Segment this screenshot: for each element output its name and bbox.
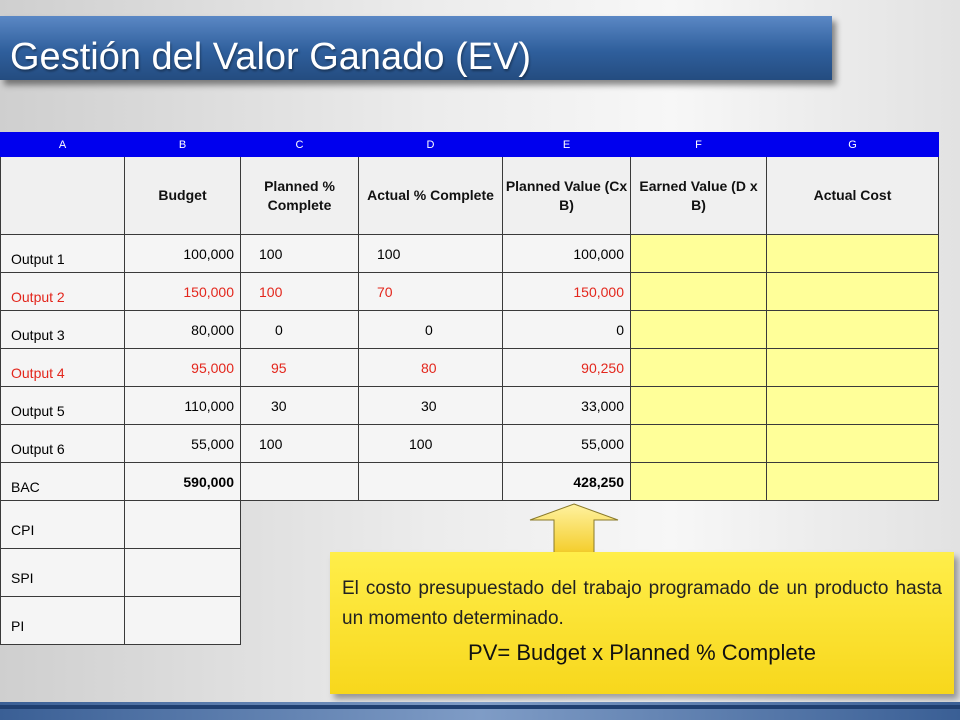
planned-value-cell: 150,000	[502, 272, 631, 311]
pi-value-cell	[124, 596, 241, 645]
pv-explanation-callout: El costo presupuestado del trabajo progr…	[330, 552, 954, 694]
row-label: BAC	[0, 462, 125, 501]
table-row: Output 5 110,000 30 30 33,000	[0, 386, 939, 425]
actual-cost-cell	[766, 348, 939, 387]
row-label: CPI	[0, 500, 125, 549]
column-letter: C	[240, 132, 359, 157]
actual-pct-cell: 30	[358, 386, 503, 425]
row-label: Output 4	[0, 348, 125, 387]
column-header-actual-pct: Actual % Complete	[358, 156, 503, 235]
planned-pct-cell: 100	[240, 234, 359, 273]
earned-value-cell	[630, 234, 767, 273]
bac-actual-cost-cell	[766, 462, 939, 501]
column-letter: B	[124, 132, 241, 157]
earned-value-cell	[630, 424, 767, 463]
budget-cell: 100,000	[124, 234, 241, 273]
actual-cost-cell	[766, 386, 939, 425]
earned-value-cell	[630, 310, 767, 349]
actual-cost-cell	[766, 234, 939, 273]
bac-actual-pct-cell	[358, 462, 503, 501]
column-header-row: Budget Planned % Complete Actual % Compl…	[0, 156, 939, 235]
column-header-actual-cost: Actual Cost	[766, 156, 939, 235]
earned-value-cell	[630, 386, 767, 425]
budget-cell: 150,000	[124, 272, 241, 311]
column-header-budget: Budget	[124, 156, 241, 235]
column-letter: F	[630, 132, 767, 157]
bac-planned-pct-cell	[240, 462, 359, 501]
table-row: Output 4 95,000 95 80 90,250	[0, 348, 939, 387]
callout-text: El costo presupuestado del trabajo progr…	[342, 578, 942, 629]
column-header-earned-value: Earned Value (D x B)	[630, 156, 767, 235]
bac-row: BAC 590,000 428,250	[0, 462, 939, 501]
metric-row: PI	[0, 596, 939, 645]
actual-cost-cell	[766, 424, 939, 463]
bottom-strip	[0, 702, 960, 720]
row-label: Output 2	[0, 272, 125, 311]
budget-cell: 110,000	[124, 386, 241, 425]
column-header-planned-value: Planned Value (Cx B)	[502, 156, 631, 235]
actual-pct-cell: 80	[358, 348, 503, 387]
budget-cell: 55,000	[124, 424, 241, 463]
metric-row: CPI	[0, 500, 939, 549]
planned-pct-cell: 0	[240, 310, 359, 349]
row-label: Output 3	[0, 310, 125, 349]
up-arrow-icon	[529, 503, 619, 560]
actual-cost-cell	[766, 310, 939, 349]
column-letter-row: A B C D E F G	[0, 132, 939, 157]
actual-pct-cell: 100	[358, 424, 503, 463]
planned-pct-cell: 95	[240, 348, 359, 387]
budget-cell: 95,000	[124, 348, 241, 387]
planned-value-cell: 100,000	[502, 234, 631, 273]
planned-pct-cell: 100	[240, 424, 359, 463]
row-label: Output 6	[0, 424, 125, 463]
bac-budget-cell: 590,000	[124, 462, 241, 501]
table-row: Output 6 55,000 100 100 55,000	[0, 424, 939, 463]
metric-row: SPI	[0, 548, 939, 597]
title-bar: Gestión del Valor Ganado (EV)	[0, 16, 832, 80]
spi-value-cell	[124, 548, 241, 597]
table-row: Output 3 80,000 0 0 0	[0, 310, 939, 349]
actual-pct-cell: 70	[358, 272, 503, 311]
cpi-value-cell	[124, 500, 241, 549]
earned-value-cell	[630, 348, 767, 387]
earned-value-cell	[630, 272, 767, 311]
bac-earned-value-cell	[630, 462, 767, 501]
actual-cost-cell	[766, 272, 939, 311]
column-letter: E	[502, 132, 631, 157]
column-letter: A	[0, 132, 125, 157]
actual-pct-cell: 0	[358, 310, 503, 349]
actual-pct-cell: 100	[358, 234, 503, 273]
table-row: Output 1 100,000 100 100 100,000	[0, 234, 939, 273]
planned-value-cell: 0	[502, 310, 631, 349]
column-letter: D	[358, 132, 503, 157]
pv-formula: PV= Budget x Planned % Complete	[468, 640, 816, 665]
table-row: Output 2 150,000 100 70 150,000	[0, 272, 939, 311]
planned-value-cell: 55,000	[502, 424, 631, 463]
planned-value-cell: 33,000	[502, 386, 631, 425]
planned-pct-cell: 30	[240, 386, 359, 425]
column-header-planned-pct: Planned % Complete	[240, 156, 359, 235]
planned-pct-cell: 100	[240, 272, 359, 311]
row-label: SPI	[0, 548, 125, 597]
column-header-empty	[0, 156, 125, 235]
earned-value-table: A B C D E F G Budget Planned % Complete …	[0, 132, 939, 645]
budget-cell: 80,000	[124, 310, 241, 349]
row-label: Output 5	[0, 386, 125, 425]
planned-value-cell: 90,250	[502, 348, 631, 387]
row-label: Output 1	[0, 234, 125, 273]
column-letter: G	[766, 132, 939, 157]
bac-planned-value-cell: 428,250	[502, 462, 631, 501]
page-title: Gestión del Valor Ganado (EV)	[10, 36, 532, 78]
row-label: PI	[0, 596, 125, 645]
